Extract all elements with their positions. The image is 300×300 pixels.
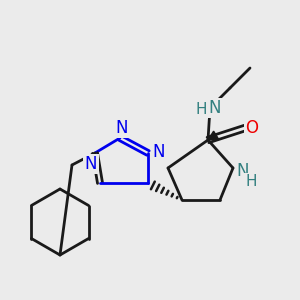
Text: N: N	[116, 119, 128, 137]
Polygon shape	[208, 131, 218, 140]
Text: N: N	[153, 143, 165, 161]
Text: N: N	[209, 99, 221, 117]
Text: N: N	[85, 155, 97, 173]
Text: O: O	[245, 119, 259, 137]
Text: H: H	[195, 103, 207, 118]
Text: N: N	[237, 162, 249, 180]
Text: H: H	[245, 175, 257, 190]
